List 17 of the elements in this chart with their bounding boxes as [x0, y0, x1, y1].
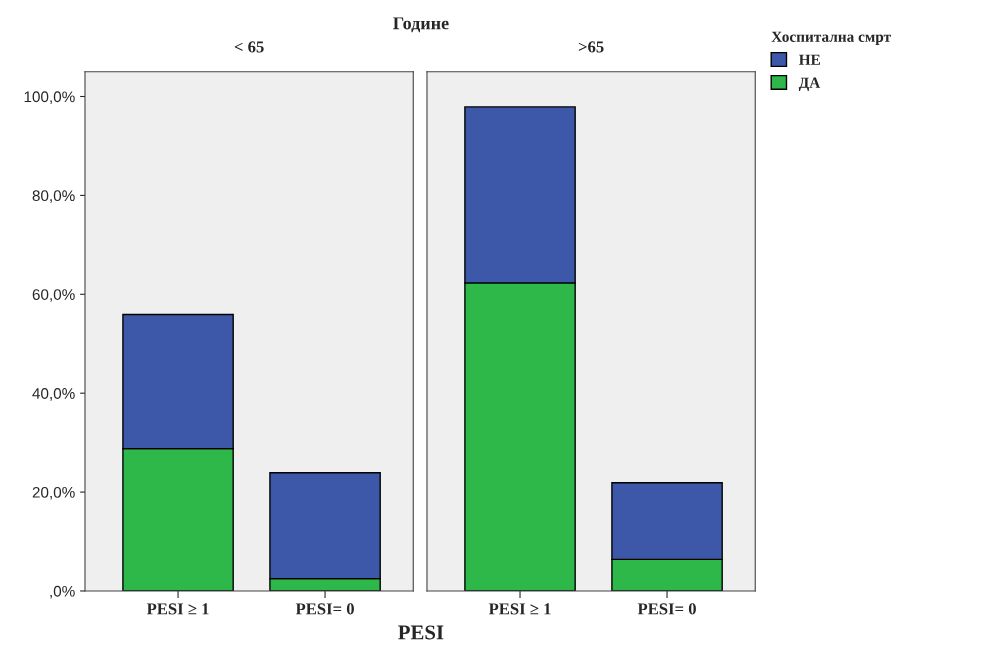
text: Године [393, 17, 449, 33]
chart-title: >65 [578, 41, 604, 53]
y-tick-label: 80,0% [32, 190, 75, 203]
x-tick-label: PESI= 0 [295, 603, 354, 615]
y-tick-label: 40,0% [32, 388, 75, 401]
y-tick-label: 100,0% [24, 91, 75, 104]
x-tick-label: PESI ≥ 1 [146, 603, 209, 615]
legend-label: НЕ [798, 54, 820, 65]
y-tick-label: 60,0% [32, 289, 75, 302]
x-axis-title: PESI [398, 625, 444, 640]
x-tick-label: PESI ≥ 1 [488, 603, 551, 615]
y-tick-label: 20,0% [32, 486, 75, 500]
chart-title: < 65 [234, 41, 264, 53]
y-tick-label: ,0% [50, 585, 75, 599]
x-tick-label: PESI= 0 [637, 603, 696, 615]
legend-title: Хоспитална смрт [771, 31, 891, 46]
legend-label: ДА [798, 77, 821, 91]
